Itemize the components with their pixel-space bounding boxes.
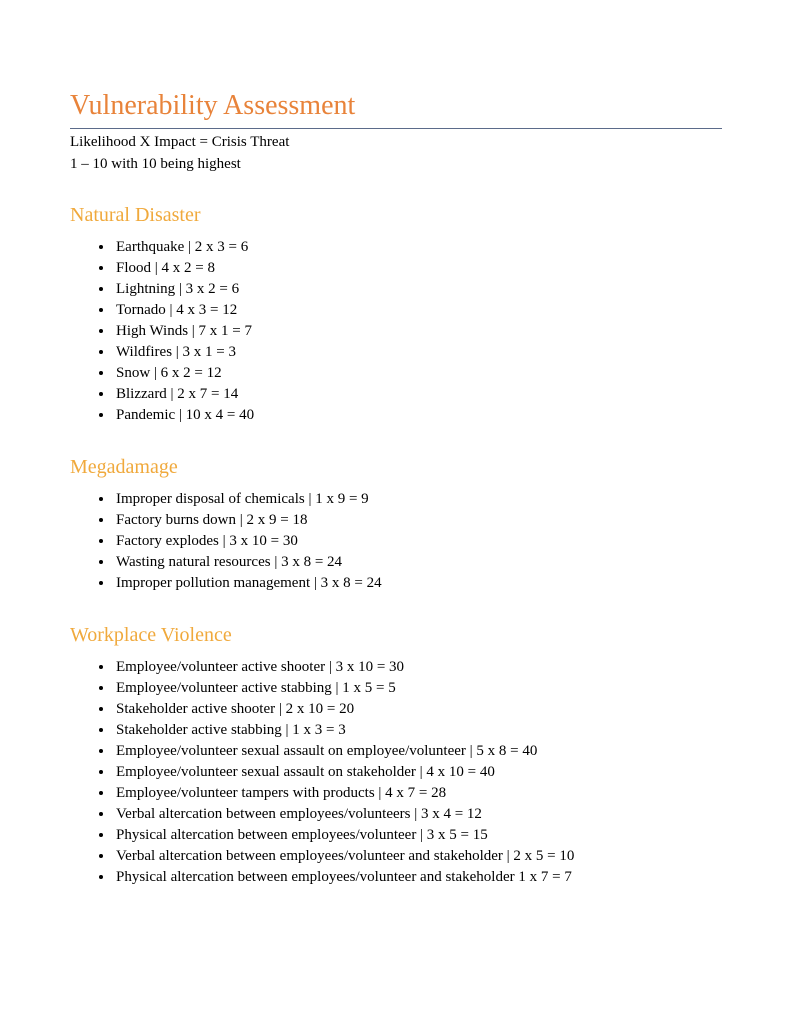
list-item: Employee/volunteer sexual assault on emp…	[114, 741, 722, 762]
list-item: Verbal altercation between employees/vol…	[114, 804, 722, 825]
list-item: Verbal altercation between employees/vol…	[114, 846, 722, 867]
page-title: Vulnerability Assessment	[70, 90, 722, 122]
list-item: Flood | 4 x 2 = 8	[114, 258, 722, 279]
document-page: Vulnerability Assessment Likelihood X Im…	[0, 0, 792, 972]
section-heading: Workplace Violence	[70, 624, 722, 647]
subtitle-line-1: Likelihood X Impact = Crisis Threat	[70, 133, 722, 153]
list-item: Wasting natural resources | 3 x 8 = 24	[114, 552, 722, 573]
list-item: Improper disposal of chemicals | 1 x 9 =…	[114, 489, 722, 510]
list-item: Improper pollution management | 3 x 8 = …	[114, 573, 722, 594]
list-item: Factory explodes | 3 x 10 = 30	[114, 531, 722, 552]
list-item: Employee/volunteer tampers with products…	[114, 783, 722, 804]
section-heading: Megadamage	[70, 456, 722, 479]
list-item: Wildfires | 3 x 1 = 3	[114, 342, 722, 363]
list-item: Blizzard | 2 x 7 = 14	[114, 384, 722, 405]
list-item: Snow | 6 x 2 = 12	[114, 363, 722, 384]
list-item: Lightning | 3 x 2 = 6	[114, 279, 722, 300]
section-list: Earthquake | 2 x 3 = 6 Flood | 4 x 2 = 8…	[70, 237, 722, 426]
list-item: Stakeholder active shooter | 2 x 10 = 20	[114, 699, 722, 720]
list-item: Factory burns down | 2 x 9 = 18	[114, 510, 722, 531]
list-item: Pandemic | 10 x 4 = 40	[114, 405, 722, 426]
list-item: Tornado | 4 x 3 = 12	[114, 300, 722, 321]
subtitle-line-2: 1 – 10 with 10 being highest	[70, 155, 722, 175]
list-item: Employee/volunteer active stabbing | 1 x…	[114, 678, 722, 699]
title-divider	[70, 128, 722, 129]
list-item: High Winds | 7 x 1 = 7	[114, 321, 722, 342]
section-list: Improper disposal of chemicals | 1 x 9 =…	[70, 489, 722, 594]
list-item: Employee/volunteer sexual assault on sta…	[114, 762, 722, 783]
list-item: Stakeholder active stabbing | 1 x 3 = 3	[114, 720, 722, 741]
list-item: Physical altercation between employees/v…	[114, 825, 722, 846]
list-item: Earthquake | 2 x 3 = 6	[114, 237, 722, 258]
list-item: Physical altercation between employees/v…	[114, 867, 722, 888]
list-item: Employee/volunteer active shooter | 3 x …	[114, 657, 722, 678]
section-heading: Natural Disaster	[70, 204, 722, 227]
section-list: Employee/volunteer active shooter | 3 x …	[70, 657, 722, 888]
